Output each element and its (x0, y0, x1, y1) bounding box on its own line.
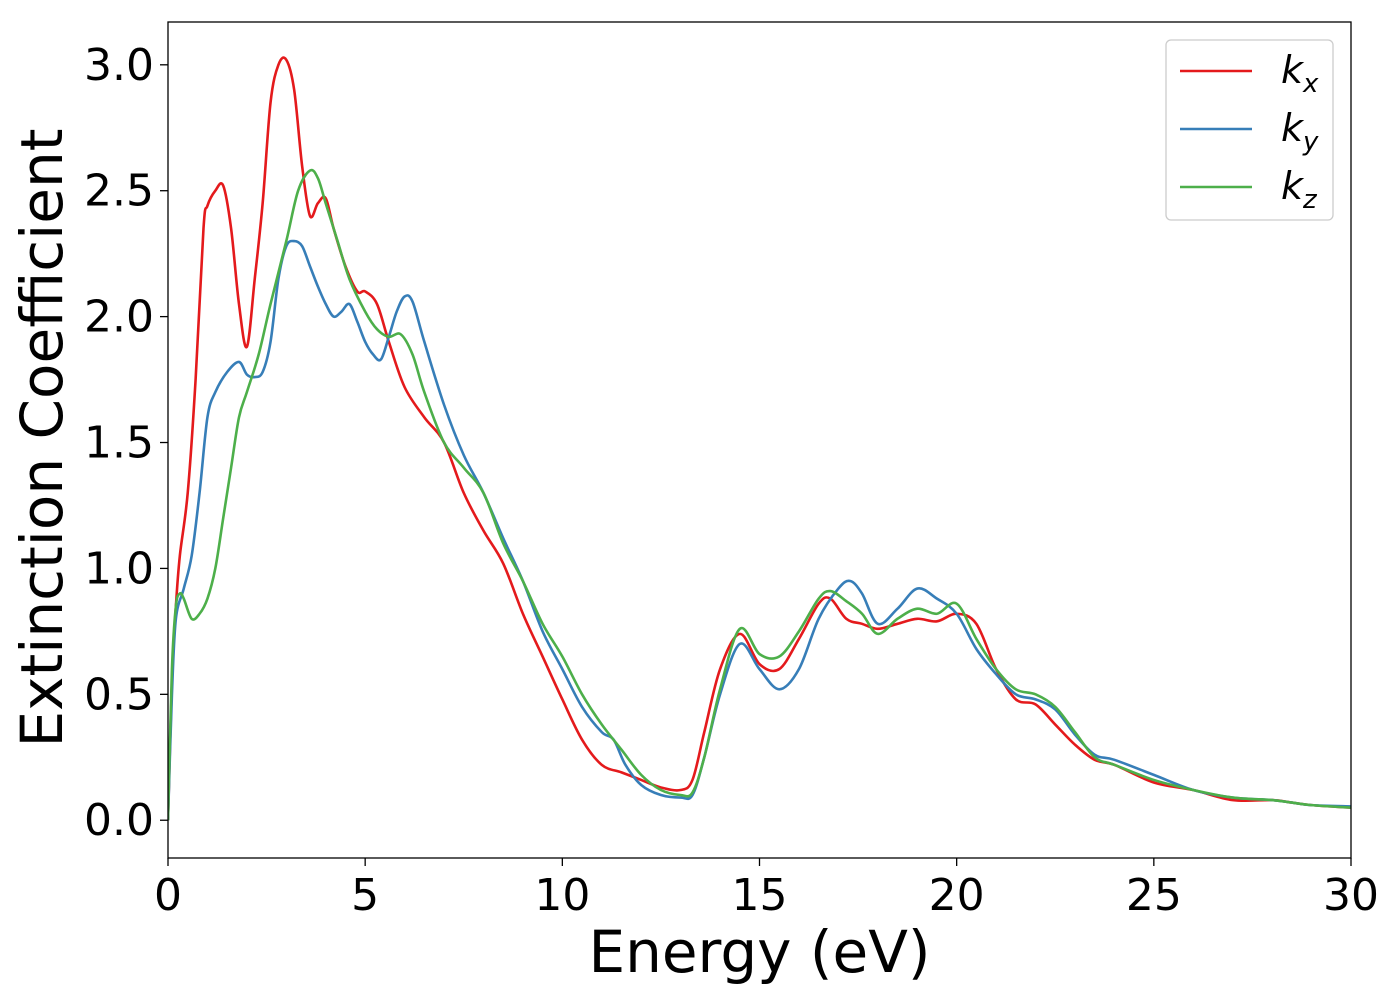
series-layer (168, 56, 1351, 821)
series-line-kz (168, 168, 1351, 821)
x-tick-label: 10 (534, 870, 590, 921)
x-tick-label: 0 (154, 870, 182, 921)
x-axis: 0 5 10 15 20 25 30 (154, 858, 1379, 921)
y-tick-label: 3.0 (84, 40, 154, 91)
y-tick-label: 1.0 (84, 543, 154, 594)
y-tick-label: 1.5 (84, 418, 154, 469)
y-axis: 0.0 0.5 1.0 1.5 2.0 2.5 3.0 (84, 40, 168, 846)
x-tick-label: 30 (1323, 870, 1379, 921)
y-tick-label: 2.0 (84, 292, 154, 343)
x-tick-label: 5 (351, 870, 379, 921)
y-axis-label: Extinction Coefficient (8, 129, 76, 748)
series-line-ky (168, 239, 1351, 821)
x-tick-label: 15 (732, 870, 788, 921)
y-tick-label: 2.5 (84, 166, 154, 217)
y-tick-label: 0.5 (84, 669, 154, 720)
legend: kx ky kz (1165, 39, 1334, 221)
x-tick-label: 20 (929, 870, 985, 921)
x-axis-label: Energy (eV) (588, 918, 930, 986)
y-tick-label: 0.0 (84, 795, 154, 846)
legend-label-kx: kx (1281, 48, 1319, 99)
legend-label-ky: ky (1281, 106, 1319, 157)
legend-label-kz: kz (1281, 164, 1318, 215)
x-tick-label: 25 (1126, 870, 1182, 921)
